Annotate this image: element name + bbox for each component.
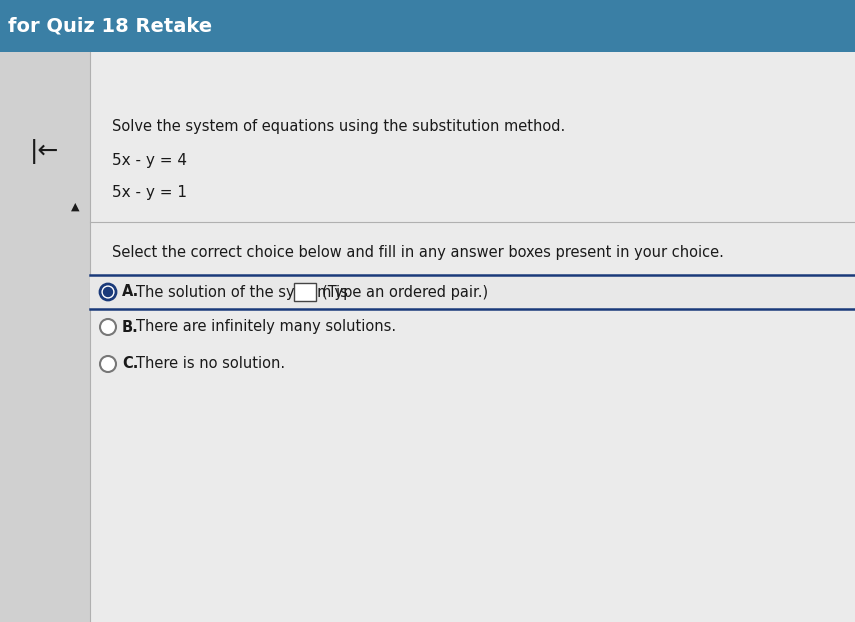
Text: There is no solution.: There is no solution. [136,356,285,371]
Text: A.: A. [122,284,139,300]
Circle shape [100,284,116,300]
Text: for Quiz 18 Retake: for Quiz 18 Retake [8,17,212,35]
Text: B.: B. [122,320,139,335]
Circle shape [100,319,116,335]
Text: 5x - y = 1: 5x - y = 1 [112,185,187,200]
Circle shape [100,356,116,372]
Text: Select the correct choice below and fill in any answer boxes present in your cho: Select the correct choice below and fill… [112,244,724,259]
Text: C.: C. [122,356,139,371]
Text: ▲: ▲ [71,202,80,212]
FancyBboxPatch shape [294,283,316,301]
Text: 5x - y = 4: 5x - y = 4 [112,152,187,167]
FancyBboxPatch shape [0,0,855,52]
Text: The solution of the system is: The solution of the system is [136,284,348,300]
Circle shape [103,287,113,297]
FancyBboxPatch shape [90,52,855,622]
FancyBboxPatch shape [90,275,855,309]
Text: (Type an ordered pair.): (Type an ordered pair.) [322,284,488,300]
Text: |←: |← [30,139,60,164]
Text: There are infinitely many solutions.: There are infinitely many solutions. [136,320,396,335]
Text: Solve the system of equations using the substitution method.: Solve the system of equations using the … [112,119,565,134]
FancyBboxPatch shape [0,52,90,622]
